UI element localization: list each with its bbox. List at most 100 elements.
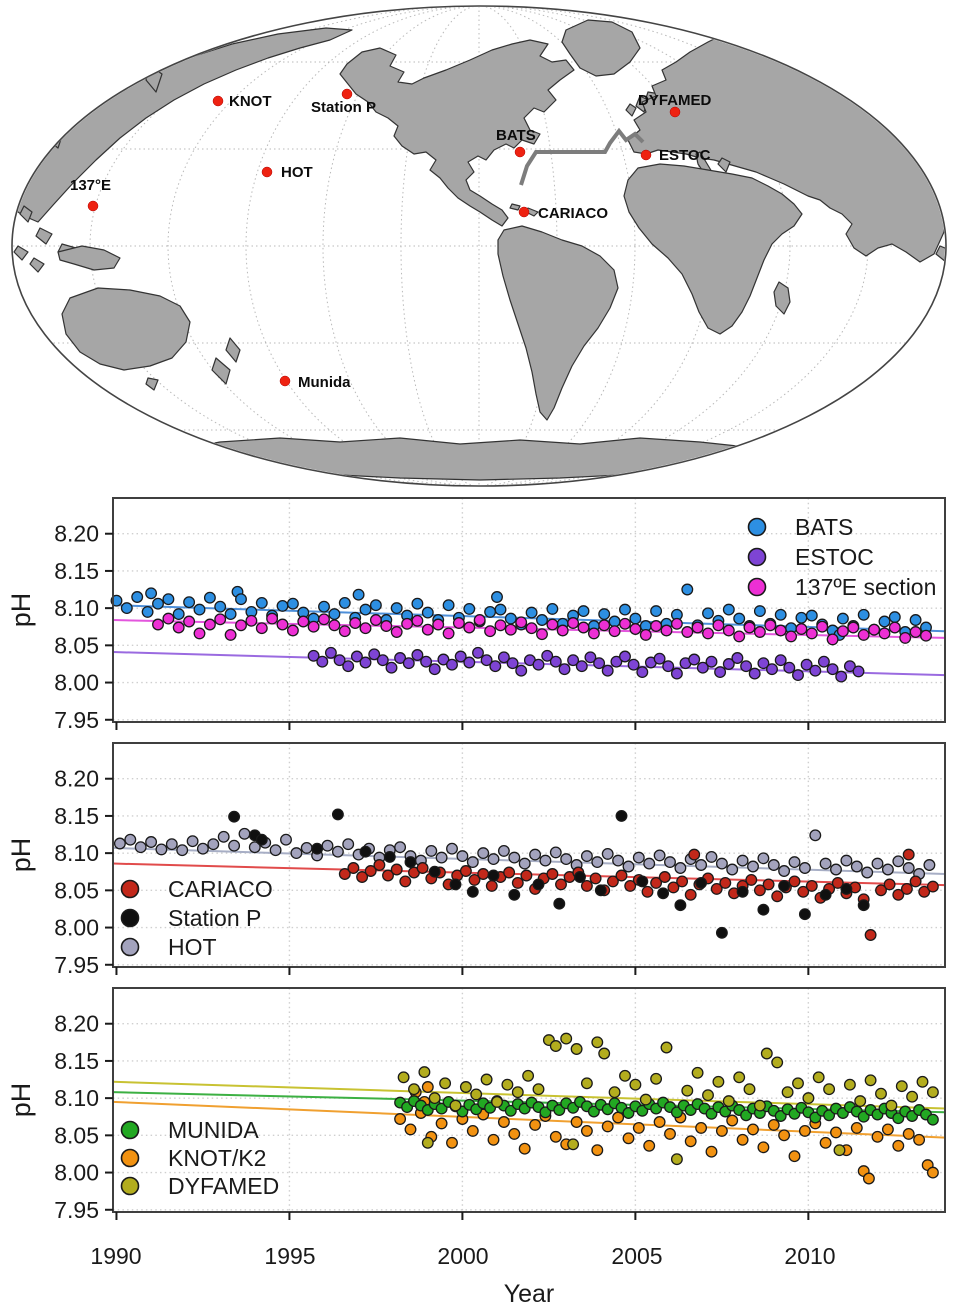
x-tick-2000: 2000 (437, 1243, 488, 1269)
data-point (826, 663, 839, 676)
data-point (574, 871, 586, 883)
data-point (676, 875, 689, 888)
x-axis-title: Year (504, 1280, 555, 1308)
data-point (525, 606, 538, 619)
data-point (532, 1083, 545, 1096)
data-point (695, 876, 708, 889)
data-point (719, 876, 732, 889)
data-point (660, 624, 673, 637)
y-tick-label: 8.20 (54, 521, 99, 547)
data-point (404, 1123, 417, 1136)
data-point (280, 833, 292, 846)
series-estoc (307, 646, 865, 683)
data-point (778, 1129, 791, 1142)
y-tick-label: 8.15 (54, 558, 99, 584)
data-point (134, 841, 147, 854)
legend-marker (120, 1148, 140, 1168)
data-point (774, 654, 787, 667)
y-tick-label: 8.05 (54, 632, 99, 658)
data-point (736, 854, 749, 867)
data-point (892, 1139, 905, 1152)
data-point (228, 810, 241, 823)
data-point (812, 1071, 825, 1084)
data-point (342, 660, 355, 673)
data-point (546, 602, 559, 615)
data-point (830, 863, 842, 876)
data-point (916, 1075, 929, 1088)
data-point (636, 666, 649, 679)
data-point (857, 628, 870, 641)
data-point (536, 614, 548, 626)
data-point (349, 617, 362, 629)
data-point (318, 613, 330, 626)
data-point (757, 657, 770, 670)
data-point (183, 615, 196, 628)
data-point (456, 850, 469, 863)
data-point (658, 871, 671, 883)
data-point (798, 1124, 811, 1137)
station-label: ESTOC (659, 147, 711, 164)
data-point (497, 651, 510, 664)
gridlines (113, 743, 945, 967)
data-point (446, 1136, 458, 1149)
data-point (710, 882, 723, 895)
data-point (477, 847, 490, 860)
data-point (902, 848, 915, 861)
legend: BATS ESTOC 137ºE section (747, 514, 936, 600)
data-point (437, 653, 450, 666)
data-point (836, 612, 849, 625)
station-label: 137°E (70, 177, 111, 194)
data-point (120, 602, 133, 615)
data-point (802, 1092, 815, 1105)
data-point (712, 619, 725, 632)
data-point (926, 1166, 939, 1179)
data-point (487, 869, 500, 882)
data-point (743, 1083, 756, 1096)
data-point (670, 617, 683, 630)
data-point (805, 627, 818, 640)
data-point (214, 600, 227, 613)
data-point (629, 1078, 642, 1091)
data-point (402, 657, 415, 670)
data-point (909, 875, 922, 888)
data-point (688, 848, 701, 861)
data-point (113, 837, 126, 850)
data-point (902, 862, 915, 874)
data-point (601, 847, 614, 860)
data-point (864, 1074, 877, 1087)
data-point (783, 661, 796, 674)
data-point (767, 859, 780, 871)
data-point (558, 663, 571, 676)
land-tasmania (145, 377, 159, 391)
data-point (207, 838, 220, 851)
data-point (497, 1116, 510, 1128)
data-point (224, 628, 237, 641)
data-point (350, 650, 363, 663)
station-estoc: ESTOC (640, 147, 711, 164)
data-point (624, 879, 637, 892)
axis-ticks (105, 777, 810, 975)
data-point (715, 1124, 728, 1137)
panel-border (112, 987, 946, 1213)
y-tick-label: 7.95 (54, 1197, 99, 1223)
x-axis-tick-labels: 1990 1995 2000 2005 2010 (90, 1243, 835, 1269)
data-point (610, 655, 623, 668)
data-point (757, 903, 770, 916)
data-point (748, 667, 761, 680)
data-point (473, 614, 486, 626)
data-point (715, 857, 728, 870)
data-point (705, 1145, 718, 1158)
data-point (418, 1066, 431, 1079)
data-point (515, 664, 528, 677)
data-point (923, 859, 936, 871)
data-point (688, 653, 701, 666)
legend-label: KNOT/K2 (168, 1145, 266, 1171)
data-point (681, 626, 694, 638)
station-label: BATS (496, 127, 536, 144)
data-point (674, 899, 687, 912)
data-point (601, 664, 614, 677)
data-point (333, 654, 346, 667)
data-point (383, 850, 396, 863)
data-point (376, 654, 389, 667)
data-point (439, 1077, 452, 1090)
